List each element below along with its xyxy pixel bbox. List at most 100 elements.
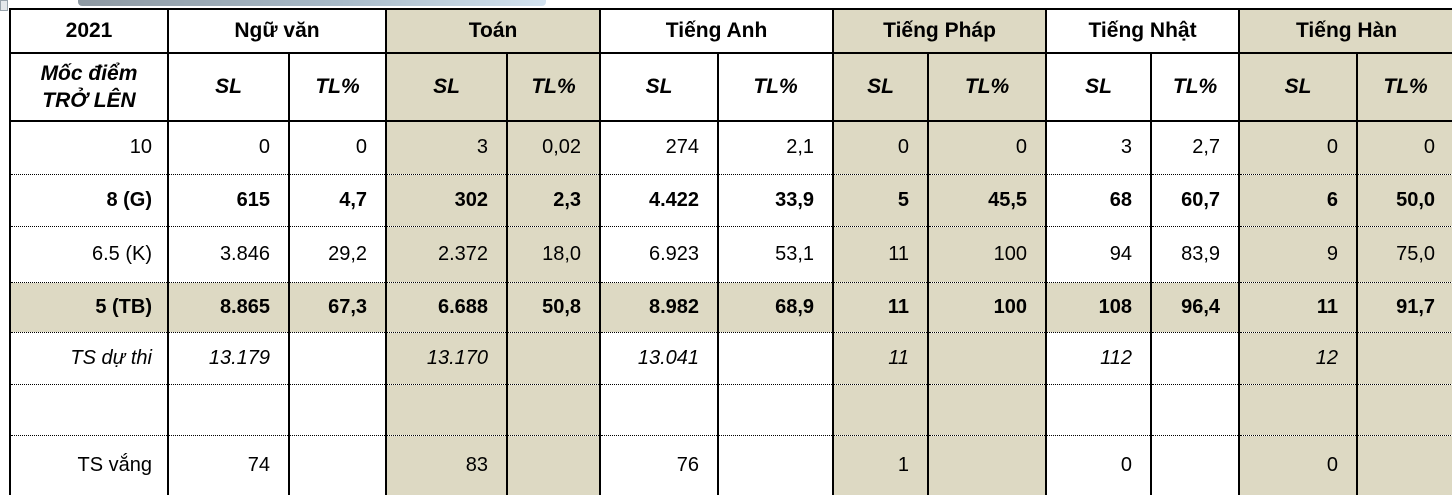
grid-cell[interactable] <box>927 383 1047 435</box>
grid-cell[interactable] <box>1045 383 1152 435</box>
grid-cell[interactable]: 11 <box>832 331 929 384</box>
grid-cell[interactable]: 1 <box>832 434 929 495</box>
grid-cell[interactable] <box>506 434 601 495</box>
row-label-cell[interactable]: 8 (G) <box>9 173 168 226</box>
header-subcolumn[interactable]: TL% <box>927 52 1048 122</box>
horizontal-scrollbar-thumb[interactable] <box>78 0 546 6</box>
grid-cell[interactable]: 0 <box>927 120 1047 174</box>
header-subcolumn[interactable]: TL% <box>1356 52 1452 122</box>
grid-cell[interactable] <box>832 383 929 435</box>
grid-cell[interactable]: 112 <box>1045 331 1152 384</box>
grid-cell[interactable]: 302 <box>385 173 508 226</box>
grid-cell[interactable]: 4,7 <box>287 173 387 226</box>
grid-cell[interactable] <box>1356 383 1452 435</box>
grid-cell[interactable]: 8.982 <box>599 281 719 332</box>
header-subcolumn[interactable]: SL <box>1238 52 1359 122</box>
year-cell[interactable]: 2021 <box>9 8 169 54</box>
header-subcolumn[interactable]: SL <box>167 52 290 122</box>
grid-cell[interactable]: 12 <box>1238 331 1358 384</box>
grid-cell[interactable] <box>717 383 834 435</box>
grid-cell[interactable]: 615 <box>167 173 289 226</box>
row-label-cell[interactable]: TS vắng <box>9 434 168 495</box>
grid-cell[interactable] <box>385 383 508 435</box>
grid-cell[interactable] <box>287 383 387 435</box>
grid-cell[interactable]: 0 <box>1045 434 1152 495</box>
grid-cell[interactable]: 4.422 <box>599 173 719 226</box>
grid-cell[interactable]: 274 <box>599 120 719 174</box>
grid-cell[interactable]: 100 <box>927 281 1047 332</box>
grid-cell[interactable] <box>1238 383 1358 435</box>
grid-cell[interactable] <box>1356 331 1452 384</box>
grid-cell[interactable] <box>717 434 834 495</box>
grid-cell[interactable]: 13.179 <box>167 331 289 384</box>
header-subcolumn[interactable]: TL% <box>717 52 835 122</box>
grid-cell[interactable]: 0 <box>287 120 387 174</box>
grid-cell[interactable]: 6.688 <box>385 281 508 332</box>
header-subcolumn[interactable]: TL% <box>287 52 388 122</box>
row-label-cell[interactable]: 10 <box>9 120 168 174</box>
grid-cell[interactable]: 33,9 <box>717 173 834 226</box>
grid-cell[interactable]: 50,8 <box>506 281 601 332</box>
grid-cell[interactable] <box>167 383 289 435</box>
grid-cell[interactable]: 0 <box>1356 120 1452 174</box>
grid-cell[interactable]: 6 <box>1238 173 1358 226</box>
grid-cell[interactable]: 94 <box>1045 225 1152 282</box>
grid-cell[interactable]: 74 <box>167 434 289 495</box>
row-label-cell[interactable]: TS dự thi <box>9 331 168 384</box>
grid-cell[interactable]: 2,3 <box>506 173 601 226</box>
header-subcolumn[interactable]: TL% <box>1150 52 1241 122</box>
grid-cell[interactable]: 76 <box>599 434 719 495</box>
grid-cell[interactable]: 60,7 <box>1150 173 1240 226</box>
grid-cell[interactable] <box>927 331 1047 384</box>
grid-cell[interactable]: 0 <box>167 120 289 174</box>
grid-cell[interactable]: 2,1 <box>717 120 834 174</box>
grid-cell[interactable] <box>287 434 387 495</box>
grid-cell[interactable]: 67,3 <box>287 281 387 332</box>
grid-cell[interactable]: 100 <box>927 225 1047 282</box>
grid-cell[interactable]: 2.372 <box>385 225 508 282</box>
header-subject[interactable]: Toán <box>385 8 602 54</box>
row-label-cell[interactable]: 6.5 (K) <box>9 225 168 282</box>
row-label-cell[interactable]: 5 (TB) <box>9 281 168 332</box>
header-subject[interactable]: Tiếng Anh <box>599 8 835 54</box>
grid-cell[interactable] <box>1356 434 1452 495</box>
grid-cell[interactable]: 29,2 <box>287 225 387 282</box>
grid-cell[interactable]: 83 <box>385 434 508 495</box>
header-subcolumn[interactable]: SL <box>832 52 930 122</box>
grid-cell[interactable]: 11 <box>1238 281 1358 332</box>
row-header-cell[interactable]: Mốc điểm TRỞ LÊN <box>9 52 169 122</box>
grid-cell[interactable] <box>287 331 387 384</box>
grid-cell[interactable]: 0 <box>832 120 929 174</box>
header-subject[interactable]: Tiếng Nhật <box>1045 8 1241 54</box>
grid-cell[interactable]: 68 <box>1045 173 1152 226</box>
grid-cell[interactable] <box>1150 331 1240 384</box>
grid-cell[interactable]: 3 <box>1045 120 1152 174</box>
header-subcolumn[interactable]: TL% <box>506 52 602 122</box>
grid-cell[interactable] <box>1150 434 1240 495</box>
grid-cell[interactable]: 2,7 <box>1150 120 1240 174</box>
grid-cell[interactable]: 68,9 <box>717 281 834 332</box>
header-subject[interactable]: Tiếng Hàn <box>1238 8 1452 54</box>
header-subcolumn[interactable]: SL <box>385 52 509 122</box>
grid-cell[interactable] <box>599 383 719 435</box>
grid-cell[interactable]: 13.041 <box>599 331 719 384</box>
grid-cell[interactable]: 50,0 <box>1356 173 1452 226</box>
grid-cell[interactable]: 3.846 <box>167 225 289 282</box>
grid-cell[interactable]: 8.865 <box>167 281 289 332</box>
grid-cell[interactable]: 75,0 <box>1356 225 1452 282</box>
grid-cell[interactable]: 0 <box>1238 120 1358 174</box>
grid-cell[interactable]: 91,7 <box>1356 281 1452 332</box>
grid-cell[interactable] <box>927 434 1047 495</box>
grid-cell[interactable]: 6.923 <box>599 225 719 282</box>
header-subject[interactable]: Ngữ văn <box>166 8 388 54</box>
grid-cell[interactable]: 0,02 <box>506 120 601 174</box>
grid-cell[interactable]: 3 <box>385 120 508 174</box>
grid-cell[interactable]: 108 <box>1045 281 1152 332</box>
grid-cell[interactable]: 13.170 <box>385 331 508 384</box>
grid-cell[interactable] <box>717 331 834 384</box>
grid-cell[interactable]: 11 <box>832 225 929 282</box>
grid-cell[interactable] <box>506 331 601 384</box>
grid-cell[interactable]: 18,0 <box>506 225 601 282</box>
grid-cell[interactable]: 11 <box>832 281 929 332</box>
grid-cell[interactable]: 45,5 <box>927 173 1047 226</box>
